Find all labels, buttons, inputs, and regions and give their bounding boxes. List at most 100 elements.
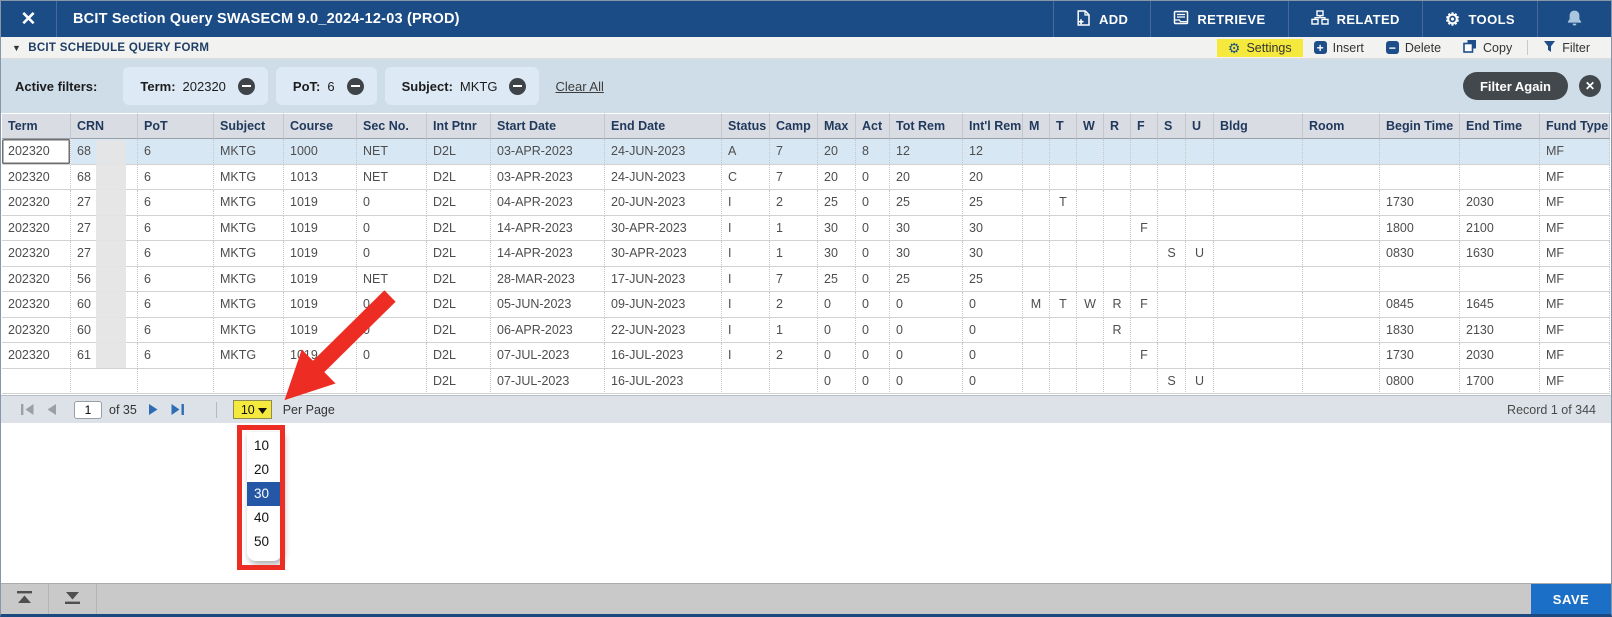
table-cell[interactable]	[1050, 215, 1077, 241]
table-cell[interactable]: NET	[357, 139, 427, 165]
table-cell[interactable]: 16-JUL-2023	[605, 368, 722, 394]
table-cell[interactable]: 0	[357, 317, 427, 343]
column-header[interactable]: Term	[2, 113, 71, 139]
column-header[interactable]: Status	[722, 113, 770, 139]
table-cell[interactable]: 1013	[284, 164, 357, 190]
table-cell[interactable]: MF	[1540, 368, 1610, 394]
tools-button[interactable]: ⚙ TOOLS	[1421, 1, 1537, 37]
table-cell[interactable]	[1303, 139, 1380, 165]
table-cell[interactable]	[1214, 317, 1303, 343]
column-header[interactable]: End Time	[1460, 113, 1540, 139]
table-cell[interactable]: 0	[357, 292, 427, 318]
table-cell[interactable]	[1077, 317, 1104, 343]
column-header[interactable]: End Date	[605, 113, 722, 139]
table-cell[interactable]: 7	[770, 266, 818, 292]
table-cell[interactable]	[1104, 190, 1131, 216]
table-cell[interactable]: 20	[963, 164, 1023, 190]
table-cell[interactable]	[1460, 164, 1540, 190]
table-cell[interactable]	[1186, 266, 1214, 292]
table-cell[interactable]	[1186, 190, 1214, 216]
table-cell[interactable]: 0	[856, 292, 890, 318]
table-cell[interactable]: 0	[818, 292, 856, 318]
table-cell[interactable]: NET	[357, 164, 427, 190]
last-page-button[interactable]	[165, 403, 190, 416]
table-cell[interactable]: 0	[856, 164, 890, 190]
previous-page-button[interactable]	[40, 403, 62, 416]
table-cell[interactable]: 12	[963, 139, 1023, 165]
column-header[interactable]: Course	[284, 113, 357, 139]
table-cell[interactable]: M	[1023, 292, 1050, 318]
table-cell[interactable]	[1380, 164, 1460, 190]
table-cell[interactable]: 20	[890, 164, 963, 190]
table-cell[interactable]: 1800	[1380, 215, 1460, 241]
table-cell[interactable]	[1303, 343, 1380, 369]
table-cell[interactable]: D2L	[427, 368, 491, 394]
table-cell[interactable]: 30	[963, 215, 1023, 241]
table-cell[interactable]	[1050, 343, 1077, 369]
table-cell[interactable]: 6	[138, 292, 214, 318]
clear-all-link[interactable]: Clear All	[555, 78, 604, 94]
table-cell[interactable]	[1303, 266, 1380, 292]
table-cell[interactable]: D2L	[427, 317, 491, 343]
table-row[interactable]: 202320 56 6 MKTG 1019 NET D2L 28-MAR-2023 17-JUN…	[2, 266, 1611, 292]
table-cell[interactable]: 0	[357, 343, 427, 369]
table-cell[interactable]	[1303, 164, 1380, 190]
table-cell[interactable]	[1186, 317, 1214, 343]
table-cell[interactable]: 0	[357, 241, 427, 267]
table-cell[interactable]	[1303, 190, 1380, 216]
add-button[interactable]: ADD	[1052, 1, 1150, 37]
column-header[interactable]: Max	[818, 113, 856, 139]
table-cell[interactable]	[1050, 266, 1077, 292]
table-cell[interactable]: 202320	[2, 266, 71, 292]
table-cell[interactable]: 06-APR-2023	[491, 317, 605, 343]
table-row[interactable]: D2L 07-JUL-2023 16-JUL-2023 0 0 0 0 S U 0800 1700 M…	[2, 368, 1611, 394]
table-cell[interactable]	[1023, 241, 1050, 267]
table-cell[interactable]	[1158, 292, 1186, 318]
scroll-to-top-button[interactable]	[1, 584, 49, 614]
table-cell[interactable]: I	[722, 215, 770, 241]
first-page-button[interactable]	[15, 403, 40, 416]
table-cell[interactable]	[1131, 139, 1158, 165]
per-page-option-40[interactable]: 40	[254, 510, 270, 525]
table-cell[interactable]: 30-APR-2023	[605, 241, 722, 267]
table-cell[interactable]: 0	[818, 317, 856, 343]
table-cell[interactable]	[1104, 215, 1131, 241]
table-cell[interactable]: 1000	[284, 139, 357, 165]
form-title[interactable]: ▼ BCIT SCHEDULE QUERY FORM	[12, 41, 210, 54]
table-cell[interactable]: MF	[1540, 139, 1610, 165]
table-cell[interactable]: T	[1050, 190, 1077, 216]
table-cell[interactable]: 6	[138, 190, 214, 216]
retrieve-button[interactable]: RETRIEVE	[1150, 1, 1287, 37]
table-cell[interactable]: MF	[1540, 266, 1610, 292]
column-header[interactable]: Bldg	[1214, 113, 1303, 139]
table-cell[interactable]: 1019	[284, 317, 357, 343]
column-header[interactable]: Act	[856, 113, 890, 139]
table-row[interactable]: 202320 60 6 MKTG 1019 0 D2L 05-JUN-2023 09-JUN-2…	[2, 292, 1611, 318]
table-cell[interactable]	[1077, 343, 1104, 369]
table-cell[interactable]: D2L	[427, 343, 491, 369]
table-cell[interactable]	[1158, 266, 1186, 292]
table-cell[interactable]: 6	[138, 139, 214, 165]
table-cell[interactable]	[284, 368, 357, 394]
table-cell[interactable]: R	[1104, 292, 1131, 318]
table-cell[interactable]	[1104, 266, 1131, 292]
table-cell[interactable]: 6	[138, 317, 214, 343]
table-cell[interactable]: 30	[818, 241, 856, 267]
table-cell[interactable]	[1077, 368, 1104, 394]
table-cell[interactable]: MKTG	[214, 190, 284, 216]
table-cell[interactable]	[1023, 317, 1050, 343]
table-cell[interactable]: 24-JUN-2023	[605, 164, 722, 190]
table-cell[interactable]: 0	[856, 215, 890, 241]
table-cell[interactable]	[1131, 164, 1158, 190]
table-cell[interactable]: 0845	[1380, 292, 1460, 318]
table-cell[interactable]: 202320	[2, 164, 71, 190]
table-cell[interactable]	[1131, 368, 1158, 394]
related-button[interactable]: RELATED	[1287, 1, 1422, 37]
table-cell[interactable]: 202320	[2, 139, 71, 165]
column-header[interactable]: CRN	[71, 113, 138, 139]
table-cell[interactable]: MF	[1540, 343, 1610, 369]
column-header[interactable]: M	[1023, 113, 1050, 139]
table-cell[interactable]: 1700	[1460, 368, 1540, 394]
per-page-option-30[interactable]: 30	[247, 482, 282, 506]
table-cell[interactable]: 0	[856, 190, 890, 216]
